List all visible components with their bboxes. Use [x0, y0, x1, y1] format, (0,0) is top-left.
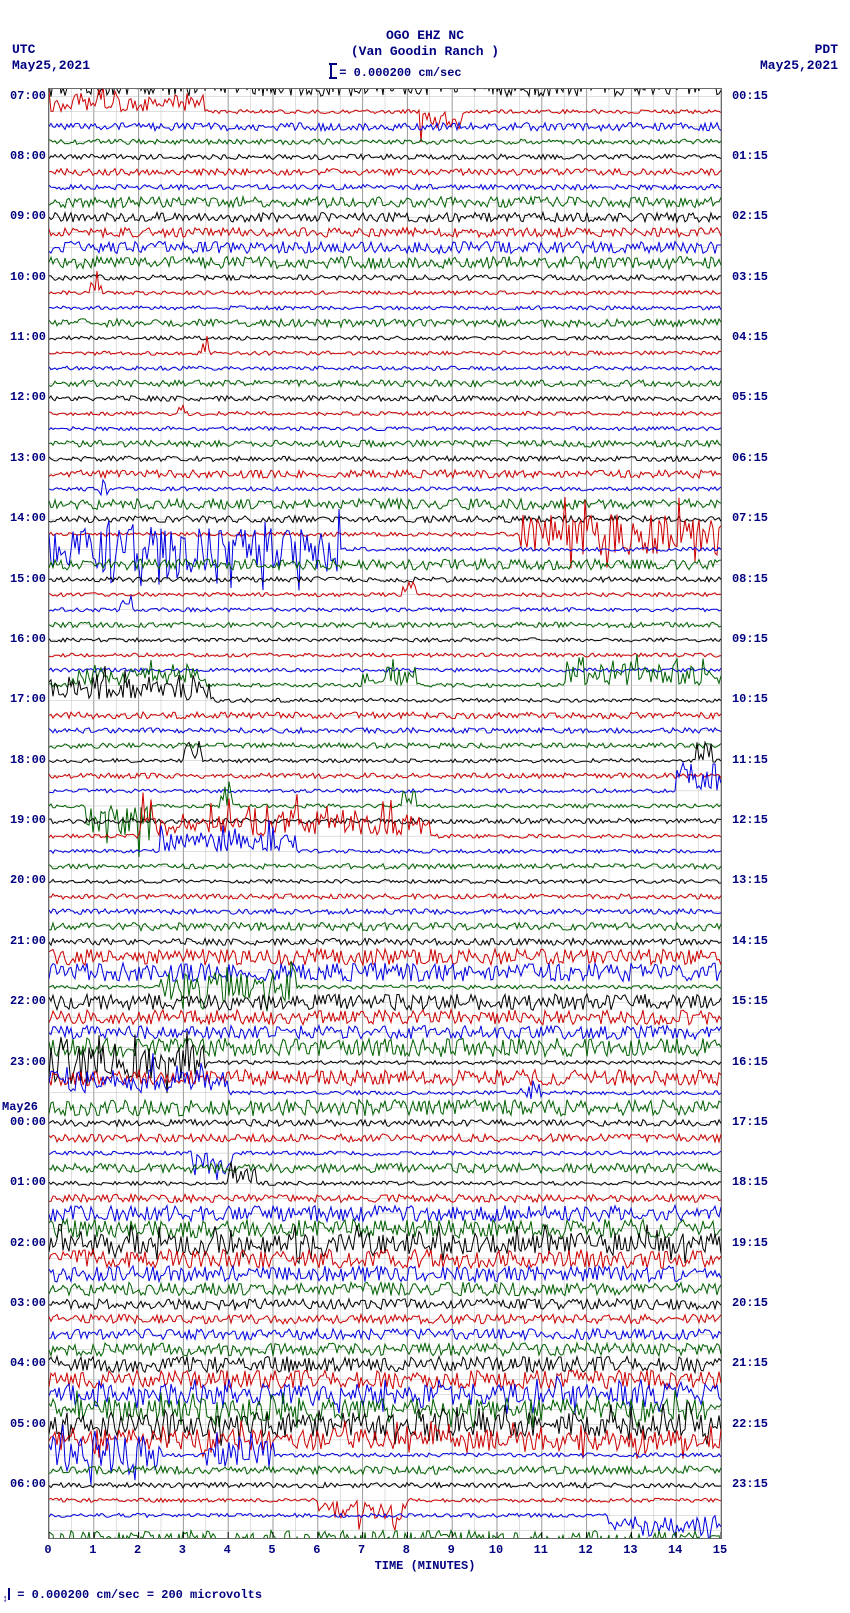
xtick: 4 [224, 1543, 231, 1557]
utc-time-label: 08:00 [2, 149, 46, 163]
utc-time-label: 09:00 [2, 209, 46, 223]
pdt-time-label: 15:15 [732, 994, 768, 1008]
pdt-time-label: 12:15 [732, 813, 768, 827]
utc-time-label: 21:00 [2, 934, 46, 948]
pdt-time-label: 22:15 [732, 1417, 768, 1431]
pdt-time-label: 18:15 [732, 1175, 768, 1189]
utc-time-label: 01:00 [2, 1175, 46, 1189]
utc-time-label: 16:00 [2, 632, 46, 646]
pdt-time-label: 09:15 [732, 632, 768, 646]
xtick: 3 [179, 1543, 186, 1557]
utc-time-label: 22:00 [2, 994, 46, 1008]
xtick: 0 [44, 1543, 51, 1557]
xtick: 14 [668, 1543, 682, 1557]
utc-time-label: 04:00 [2, 1356, 46, 1370]
xtick: 8 [403, 1543, 410, 1557]
xtick: 11 [534, 1543, 548, 1557]
xtick: 9 [448, 1543, 455, 1557]
xtick: 2 [134, 1543, 141, 1557]
utc-time-label: 12:00 [2, 390, 46, 404]
station-code: OGO EHZ NC [0, 28, 850, 44]
footer-scale: ↕ = 0.000200 cm/sec = 200 microvolts [2, 1588, 262, 1605]
utc-time-label: 13:00 [2, 451, 46, 465]
pdt-time-label: 00:15 [732, 89, 768, 103]
utc-time-label: 18:00 [2, 753, 46, 767]
header: OGO EHZ NC (Van Goodin Ranch ) [0, 28, 850, 60]
pdt-time-label: 02:15 [732, 209, 768, 223]
pdt-time-label: 20:15 [732, 1296, 768, 1310]
pdt-time-label: 16:15 [732, 1055, 768, 1069]
pdt-time-label: 08:15 [732, 572, 768, 586]
pdt-time-label: 06:15 [732, 451, 768, 465]
utc-time-label: 14:00 [2, 511, 46, 525]
xaxis-label: TIME (MINUTES) [0, 1559, 850, 1573]
utc-time-label: 23:00 [2, 1055, 46, 1069]
date-marker: May26 [2, 1100, 38, 1114]
station-location: (Van Goodin Ranch ) [0, 44, 850, 60]
seismogram-plot [48, 88, 722, 1539]
xtick: 1 [89, 1543, 96, 1557]
utc-date: May25,2021 [12, 58, 90, 73]
pdt-time-label: 14:15 [732, 934, 768, 948]
pdt-time-label: 04:15 [732, 330, 768, 344]
utc-time-label: 10:00 [2, 270, 46, 284]
pdt-time-label: 13:15 [732, 873, 768, 887]
utc-time-label: 11:00 [2, 330, 46, 344]
scale-text: = 0.000200 cm/sec [339, 66, 461, 80]
seismogram-page: OGO EHZ NC (Van Goodin Ranch ) = 0.00020… [0, 0, 850, 1613]
utc-time-label: 17:00 [2, 692, 46, 706]
xtick: 7 [358, 1543, 365, 1557]
xtick: 12 [578, 1543, 592, 1557]
xtick: 15 [713, 1543, 727, 1557]
utc-label: UTC [12, 42, 35, 57]
footer-scale-text: = 0.000200 cm/sec = 200 microvolts [17, 1588, 262, 1602]
utc-time-label: 07:00 [2, 89, 46, 103]
pdt-time-label: 01:15 [732, 149, 768, 163]
utc-time-label: 06:00 [2, 1477, 46, 1491]
utc-time-label: 00:00 [2, 1115, 46, 1129]
utc-time-label: 02:00 [2, 1236, 46, 1250]
pdt-time-label: 03:15 [732, 270, 768, 284]
utc-time-label: 15:00 [2, 572, 46, 586]
pdt-date: May25,2021 [760, 58, 838, 73]
pdt-time-label: 17:15 [732, 1115, 768, 1129]
scale-bar-icon [330, 64, 332, 78]
amplitude-scale: = 0.000200 cm/sec [330, 66, 462, 80]
utc-time-label: 05:00 [2, 1417, 46, 1431]
footer-scale-bar-icon [8, 1588, 10, 1600]
utc-time-label: 19:00 [2, 813, 46, 827]
pdt-time-label: 19:15 [732, 1236, 768, 1250]
pdt-time-label: 11:15 [732, 753, 768, 767]
pdt-time-label: 23:15 [732, 1477, 768, 1491]
xtick: 5 [268, 1543, 275, 1557]
xtick: 10 [489, 1543, 503, 1557]
xtick: 6 [313, 1543, 320, 1557]
utc-time-label: 03:00 [2, 1296, 46, 1310]
utc-time-label: 20:00 [2, 873, 46, 887]
pdt-time-label: 21:15 [732, 1356, 768, 1370]
pdt-label: PDT [815, 42, 838, 57]
plot-svg [49, 89, 721, 1538]
pdt-time-label: 07:15 [732, 511, 768, 525]
pdt-time-label: 05:15 [732, 390, 768, 404]
pdt-time-label: 10:15 [732, 692, 768, 706]
xtick: 13 [623, 1543, 637, 1557]
